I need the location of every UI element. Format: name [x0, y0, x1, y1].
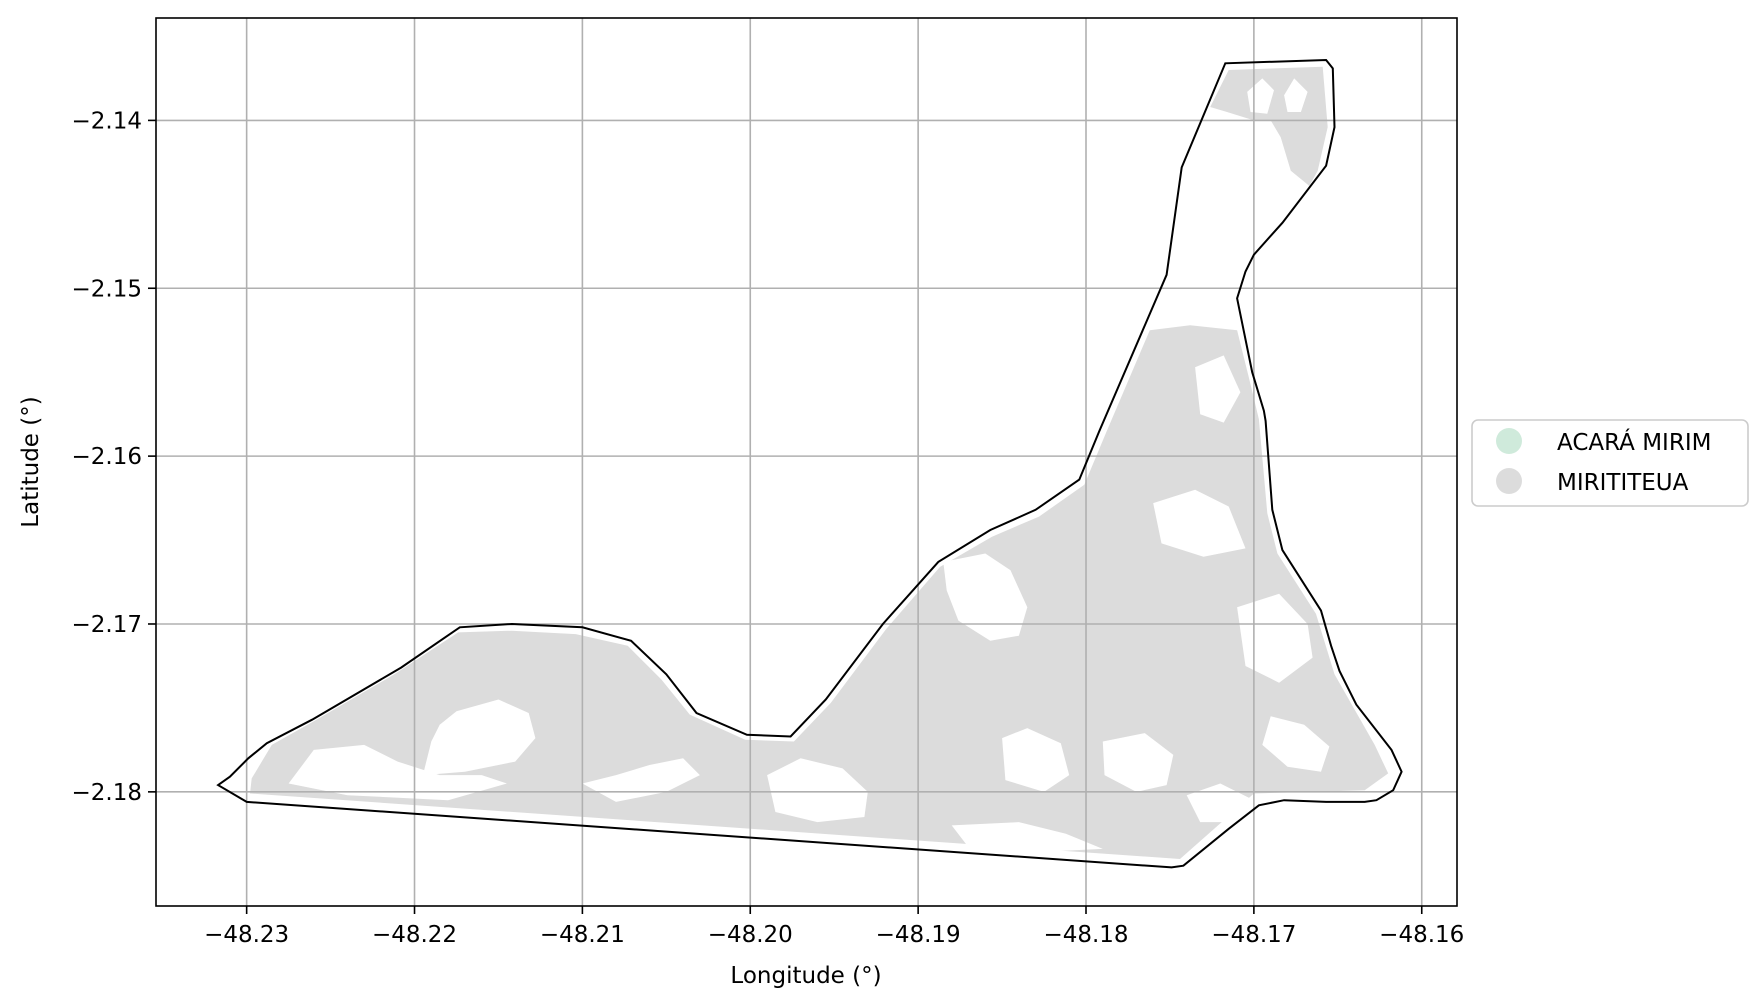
x-axis-ticks: −48.23 −48.22 −48.21 −48.20 −48.19 −48.18 −48.… [204, 906, 1464, 948]
holes-layer [288, 78, 1330, 853]
x-tick-label-5: −48.18 [1043, 922, 1128, 948]
y-tick-label-4: −2.18 [72, 780, 142, 806]
legend-label-miritituea: MIRITITEUA [1557, 470, 1689, 496]
x-axis-label: Longitude (°) [730, 963, 881, 989]
unfilled-area-11 [1262, 716, 1330, 772]
legend-marker-acara-mirim [1496, 428, 1522, 454]
legend-entry-acara-mirim: ACARÁ MIRIM [1496, 428, 1711, 456]
plot-area [156, 18, 1457, 906]
unfilled-area-2 [582, 758, 700, 802]
unfilled-area-5 [1002, 728, 1070, 792]
y-tick-label-3: −2.17 [72, 612, 142, 638]
y-axis-label: Latitude (°) [18, 396, 44, 527]
y-axis-ticks: −2.14 −2.15 −2.16 −2.17 −2.18 [72, 108, 156, 806]
x-tick-label-2: −48.21 [540, 922, 625, 948]
x-tick-label-1: −48.22 [372, 922, 457, 948]
legend-label-acara-mirim: ACARÁ MIRIM [1557, 428, 1711, 456]
unfilled-area-6 [1102, 733, 1174, 792]
x-tick-label-7: −48.16 [1379, 922, 1464, 948]
x-tick-label-6: −48.17 [1211, 922, 1296, 948]
grid-layer [156, 18, 1457, 906]
legend: ACARÁ MIRIM MIRITITEUA [1471, 419, 1749, 507]
legend-frame [1471, 419, 1749, 507]
y-tick-label-1: −2.15 [72, 276, 142, 302]
x-tick-label-0: −48.23 [204, 922, 289, 948]
unfilled-area-10 [1237, 593, 1313, 683]
unfilled-area-1 [422, 699, 536, 776]
legend-entry-miritituea: MIRITITEUA [1496, 468, 1689, 496]
unfilled-area-4 [943, 553, 1028, 641]
boundary-outline [216, 58, 1403, 869]
unfilled-area-7 [951, 822, 1103, 853]
unfilled-area-9 [1195, 355, 1241, 423]
legend-marker-miritituea [1496, 468, 1522, 494]
y-tick-label-0: −2.14 [72, 108, 142, 134]
unfilled-area-0 [288, 744, 507, 801]
axes-frame [155, 17, 1458, 907]
unfilled-area-3 [767, 758, 868, 823]
unfilled-area-12 [1186, 783, 1254, 823]
unfilled-area-8 [1153, 489, 1246, 557]
region-mirititeua-0 [250, 325, 1389, 859]
unfilled-area-14 [1284, 78, 1308, 112]
x-tick-label-4: −48.19 [876, 922, 961, 948]
y-tick-label-2: −2.16 [72, 444, 142, 470]
x-tick-label-3: −48.20 [708, 922, 793, 948]
